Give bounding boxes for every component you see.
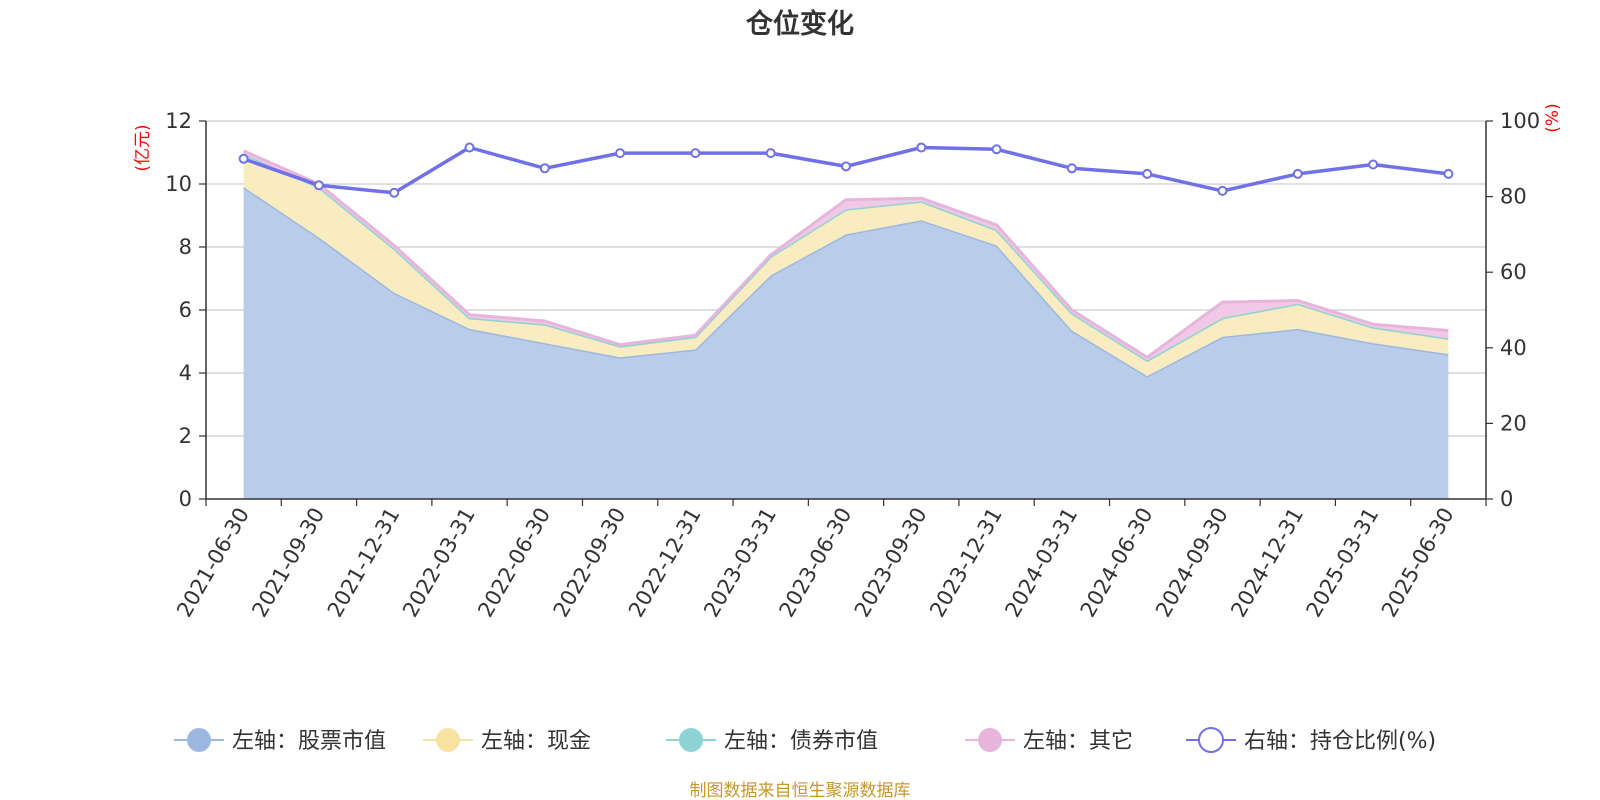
ratio-point xyxy=(991,144,1002,155)
right-axis-tick-label: 20 xyxy=(1500,411,1527,435)
series-lines xyxy=(238,142,1454,198)
ratio-point xyxy=(690,148,701,159)
left-axis-tick-label: 2 xyxy=(179,424,192,448)
legend-label: 左轴：债券市值 xyxy=(724,729,878,754)
ratio-point xyxy=(1292,168,1303,179)
x-axis-tick-label: 2022-06-30 xyxy=(473,504,555,622)
ratio-point xyxy=(1368,159,1379,170)
x-axis-tick-label: 2023-09-30 xyxy=(850,504,932,622)
legend-marker xyxy=(679,728,703,752)
x-axis-tick-label: 2022-03-31 xyxy=(398,504,480,622)
x-axis-tick-label: 2021-12-31 xyxy=(323,504,405,622)
left-axis-unit: (亿元) xyxy=(133,124,153,171)
chart-title: 仓位变化 xyxy=(745,8,854,40)
ratio-point xyxy=(765,148,776,159)
ratio-point xyxy=(1066,163,1077,174)
data-source-note: 制图数据来自恒生聚源数据库 xyxy=(690,781,911,800)
x-axis-tick-label: 2021-06-30 xyxy=(172,504,254,622)
right-axis-tick-label: 0 xyxy=(1500,487,1513,511)
legend: 左轴：股票市值 左轴：现金 左轴：债券市值 左轴：其它 右轴：持仓比例(%) xyxy=(174,727,1436,754)
ratio-point xyxy=(238,153,249,164)
x-axis-tick-label: 2025-06-30 xyxy=(1377,504,1459,622)
x-axis-tick-label: 2024-09-30 xyxy=(1151,504,1233,622)
x-axis-tick-label: 2023-06-30 xyxy=(775,504,857,622)
ratio-point xyxy=(1142,168,1153,179)
legend-marker xyxy=(436,728,460,752)
ratio-point xyxy=(539,163,550,174)
left-axis-tick-label: 8 xyxy=(179,235,192,259)
ratio-point xyxy=(1217,185,1228,196)
right-axis-tick-label: 60 xyxy=(1500,260,1527,284)
x-axis-tick-label: 2023-03-31 xyxy=(699,504,781,622)
left-axis-tick-label: 4 xyxy=(179,361,192,385)
left-axis-tick-label: 10 xyxy=(165,172,192,196)
right-axis-tick-label: 100 xyxy=(1500,109,1540,133)
x-axis-tick-label: 2025-03-31 xyxy=(1302,504,1384,622)
x-axis-tick-label: 2024-12-31 xyxy=(1226,504,1308,622)
legend-label: 右轴：持仓比例(%) xyxy=(1244,729,1436,754)
legend-item: 左轴：现金 xyxy=(423,728,591,754)
ratio-point xyxy=(615,148,626,159)
legend-marker xyxy=(978,728,1002,752)
x-axis-tick-label: 2022-09-30 xyxy=(549,504,631,622)
x-axis-tick-label: 2022-12-31 xyxy=(624,504,706,622)
right-axis-tick-label: 80 xyxy=(1500,185,1527,209)
x-axis-tick-label: 2023-12-31 xyxy=(925,504,1007,622)
legend-item: 左轴：债券市值 xyxy=(666,728,878,754)
area-0 xyxy=(243,187,1449,499)
ratio-point xyxy=(313,180,324,191)
left-axis-tick-label: 6 xyxy=(179,298,192,322)
ratio-point xyxy=(841,161,851,172)
legend-label: 左轴：现金 xyxy=(481,729,591,754)
area-layers xyxy=(242,149,1449,499)
legend-label: 左轴：其它 xyxy=(1023,729,1133,754)
x-axis-tick-label: 2024-03-31 xyxy=(1000,504,1082,622)
legend-marker xyxy=(1198,727,1224,753)
legend-item: 左轴：其它 xyxy=(965,728,1133,754)
left-axis-tick-label: 0 xyxy=(179,487,192,511)
legend-marker xyxy=(187,728,211,752)
legend-item: 右轴：持仓比例(%) xyxy=(1186,727,1436,754)
left-axis-tick-label: 12 xyxy=(165,109,192,133)
ratio-point xyxy=(464,142,475,153)
x-axis-tick-label: 2024-06-30 xyxy=(1076,504,1158,622)
right-axis-tick-label: 40 xyxy=(1500,336,1527,360)
right-axis-unit: (%) xyxy=(1543,103,1563,132)
ratio-point xyxy=(916,142,927,153)
legend-label: 左轴：股票市值 xyxy=(232,729,386,754)
legend-item: 左轴：股票市值 xyxy=(174,728,386,754)
ratio-point xyxy=(389,187,400,198)
ratio-point xyxy=(1443,168,1454,179)
x-axis-tick-label: 2021-09-30 xyxy=(247,504,329,622)
area-line-3 xyxy=(242,149,1449,359)
